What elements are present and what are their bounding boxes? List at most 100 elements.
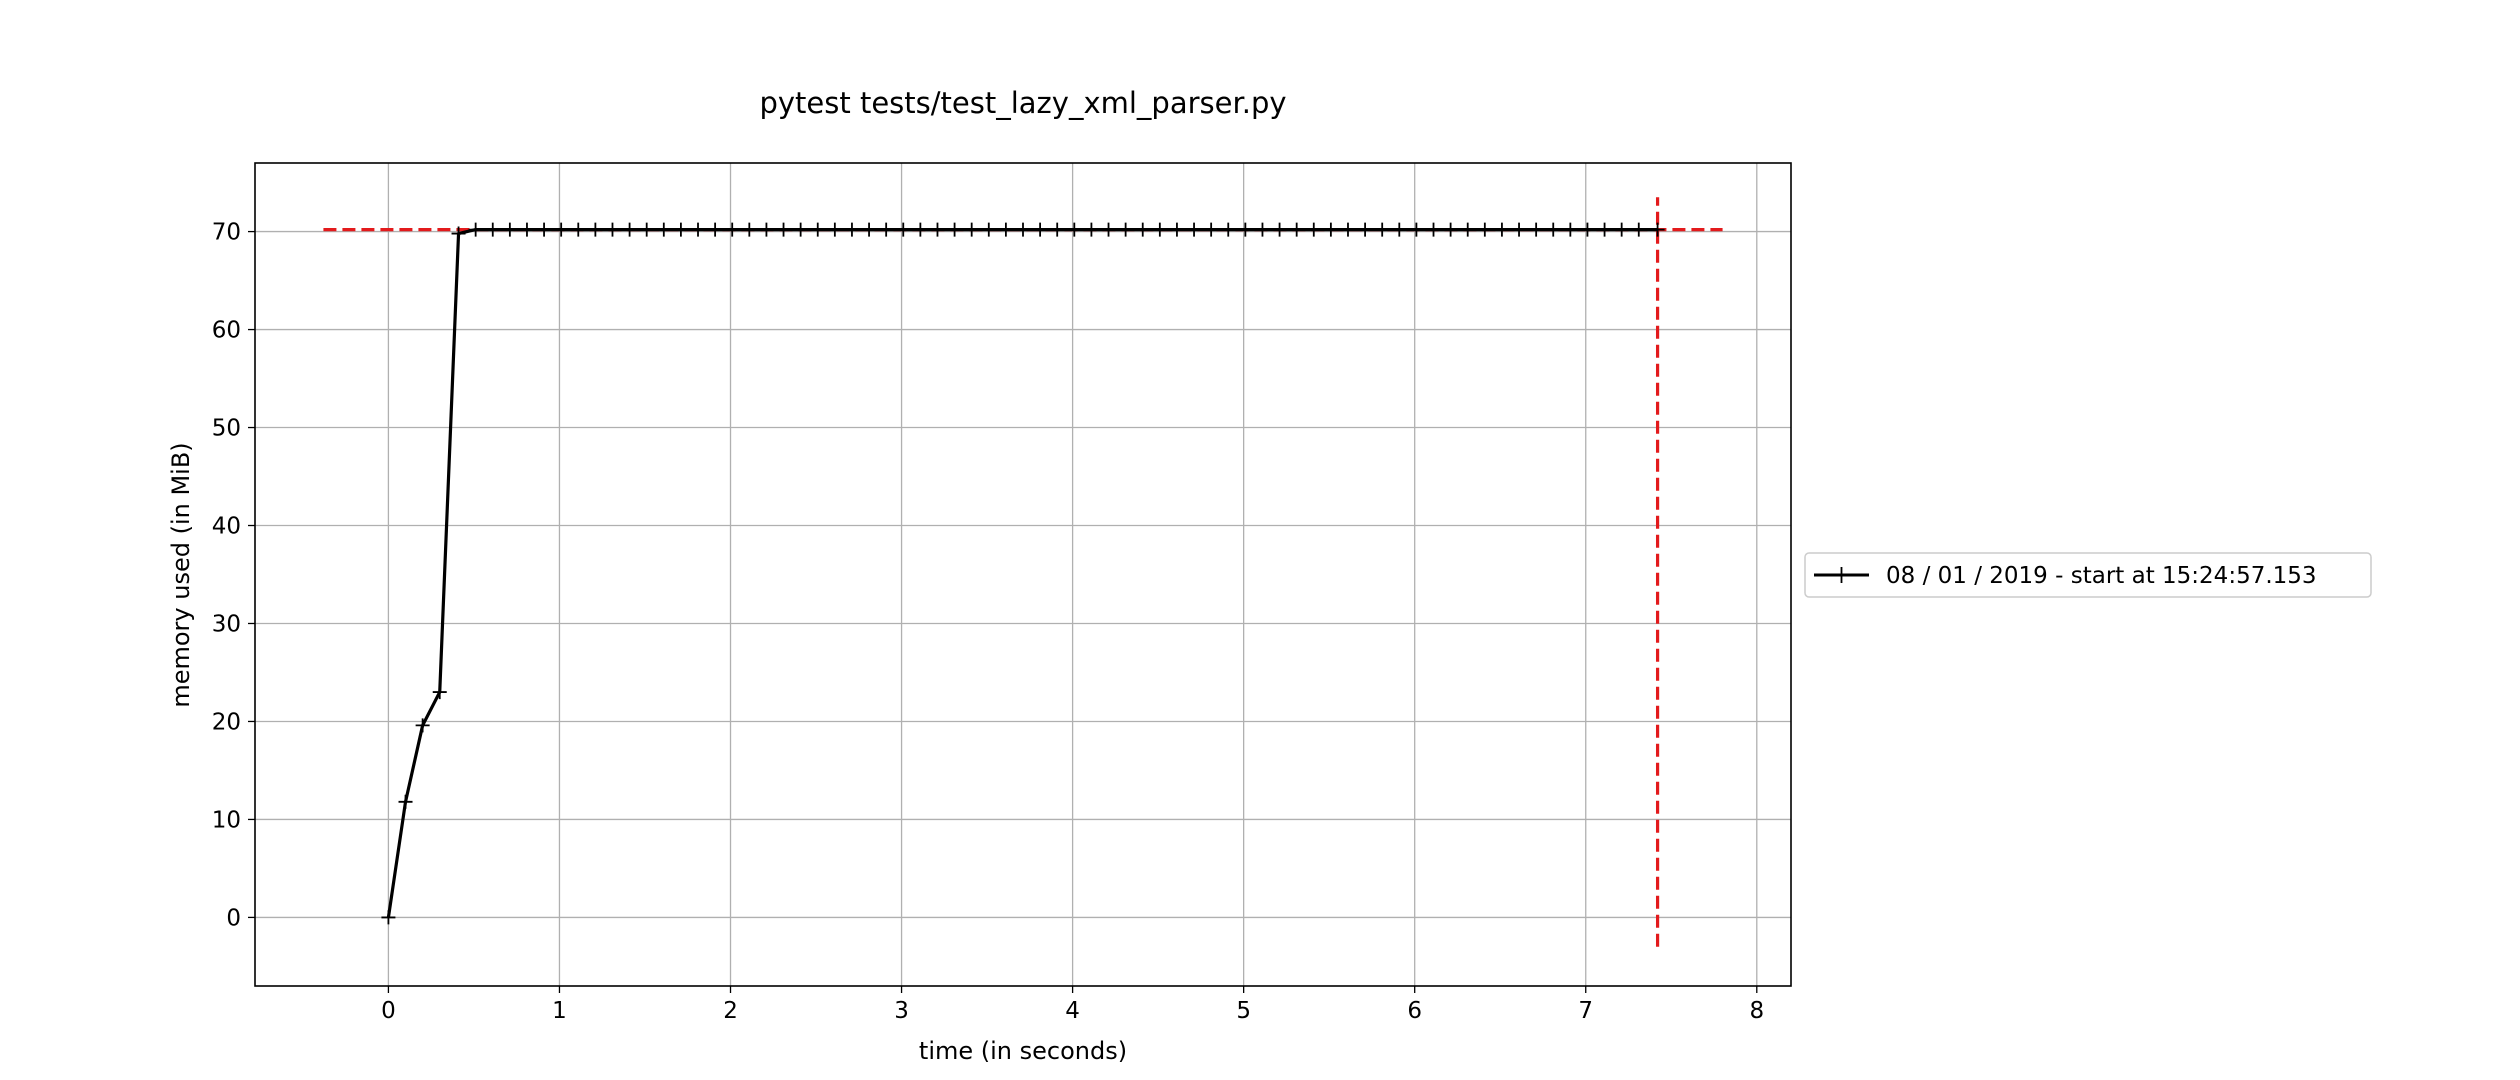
data-point (1563, 222, 1578, 237)
data-point (1135, 222, 1150, 237)
x-tick-label: 0 (381, 998, 396, 1024)
data-point (432, 685, 447, 700)
data-point (605, 222, 620, 237)
plot-frame (254, 162, 1792, 987)
data-point (725, 222, 740, 237)
data-point (998, 222, 1013, 237)
y-tick-label: 20 (212, 709, 241, 735)
x-tick-label: 5 (1236, 998, 1251, 1024)
data-point (639, 222, 654, 237)
data-point (415, 718, 430, 733)
data-point (1152, 222, 1167, 237)
data-point (1221, 222, 1236, 237)
data-point (1597, 222, 1612, 237)
x-tick-label: 6 (1407, 998, 1422, 1024)
data-point (1169, 222, 1184, 237)
data-point (398, 794, 413, 809)
data-series (381, 222, 1665, 925)
data-point (1306, 222, 1321, 237)
data-point (1409, 222, 1424, 237)
data-point (759, 222, 774, 237)
data-point (1614, 222, 1629, 237)
data-point (1187, 222, 1202, 237)
data-point (896, 222, 911, 237)
y-tick-label: 40 (212, 514, 241, 540)
data-point (1580, 222, 1595, 237)
data-point (1529, 222, 1544, 237)
x-tick-label: 1 (552, 998, 567, 1024)
chart-title: pytest tests/test_lazy_xml_parser.py (759, 86, 1286, 120)
data-point (879, 222, 894, 237)
data-point (1067, 222, 1082, 237)
data-point (1477, 222, 1492, 237)
y-tick-label: 60 (212, 318, 241, 344)
grid-lines (255, 163, 1791, 986)
data-point (571, 222, 586, 237)
data-point (862, 222, 877, 237)
data-point (1033, 222, 1048, 237)
data-point (381, 910, 396, 925)
data-point (588, 222, 603, 237)
data-point (502, 222, 517, 237)
data-point (1358, 222, 1373, 237)
x-tick-label: 3 (894, 998, 909, 1024)
data-point (981, 222, 996, 237)
y-tick-label: 0 (226, 905, 241, 931)
data-point (519, 222, 534, 237)
x-tick-label: 8 (1749, 998, 1764, 1024)
data-point (673, 222, 688, 237)
data-point (1512, 222, 1527, 237)
data-point (1375, 222, 1390, 237)
data-point (947, 222, 962, 237)
data-point (468, 222, 483, 237)
data-point (691, 222, 706, 237)
data-point (1340, 222, 1355, 237)
data-point (964, 222, 979, 237)
y-tick-label: 50 (212, 416, 241, 442)
data-point (1443, 222, 1458, 237)
data-point (485, 222, 500, 237)
axis-ticks: 0 1 2 3 4 5 6 7 8 0 10 20 30 40 50 60 70 (212, 220, 1764, 1024)
data-point (930, 222, 945, 237)
data-point (742, 222, 757, 237)
data-point (1255, 222, 1270, 237)
data-point (1426, 222, 1441, 237)
y-tick-label: 70 (212, 220, 241, 246)
data-point (622, 222, 637, 237)
data-point (537, 222, 552, 237)
data-point (793, 222, 808, 237)
data-point (1546, 222, 1561, 237)
data-point (1101, 222, 1116, 237)
data-point (810, 222, 825, 237)
data-point (1650, 222, 1665, 237)
y-tick-label: 10 (212, 807, 241, 833)
data-point (1118, 222, 1133, 237)
data-point (776, 222, 791, 237)
data-point (1050, 222, 1065, 237)
legend-box (1804, 552, 2372, 598)
x-axis-label: time (in seconds) (919, 1037, 1127, 1065)
data-point (656, 222, 671, 237)
data-point (1460, 222, 1475, 237)
x-tick-label: 7 (1578, 998, 1593, 1024)
data-point (708, 222, 723, 237)
data-point (844, 222, 859, 237)
x-tick-label: 2 (723, 998, 738, 1024)
legend-marker-icon (1833, 567, 1850, 583)
y-tick-label: 30 (212, 611, 241, 637)
legend: 08 / 01 / 2019 - start at 15:24:57.153 (1804, 552, 2372, 598)
data-point (1238, 222, 1253, 237)
data-point (1392, 222, 1407, 237)
y-axis-label: memory used (in MiB) (167, 442, 195, 707)
data-point (1016, 222, 1030, 237)
data-point (1289, 222, 1304, 237)
data-point (554, 222, 569, 237)
data-point (1494, 222, 1509, 237)
data-point (1084, 222, 1099, 237)
data-point (913, 222, 928, 237)
x-tick-label: 4 (1065, 998, 1080, 1024)
data-point (827, 222, 842, 237)
legend-label: 08 / 01 / 2019 - start at 15:24:57.153 (1886, 563, 2317, 589)
